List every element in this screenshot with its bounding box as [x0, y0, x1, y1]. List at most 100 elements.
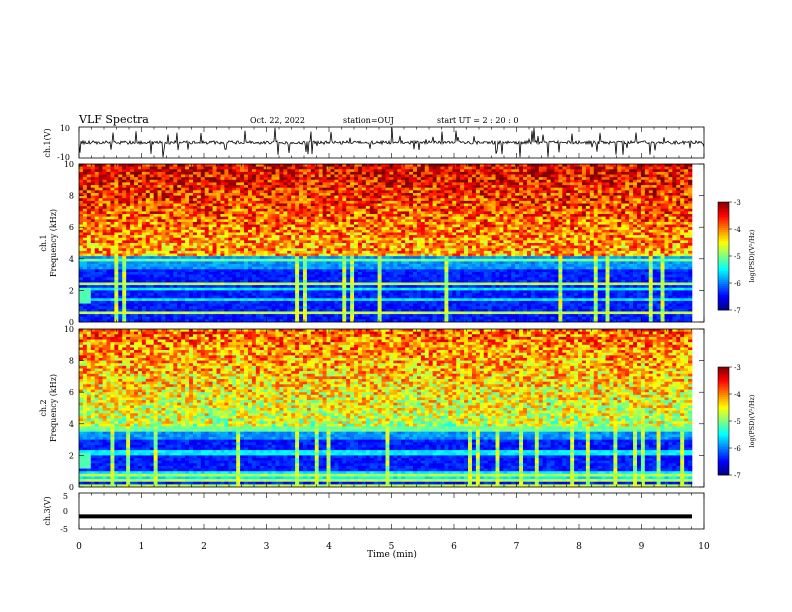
- colorbar-cell: [718, 386, 729, 389]
- colorbar-cell: [718, 429, 729, 433]
- colorbar-tick-label: -6: [734, 445, 741, 453]
- ytick-label: 10: [64, 325, 74, 334]
- colorbar-cell: [718, 453, 729, 456]
- ch3-frame: [78, 492, 705, 530]
- colorbar-cell: [718, 249, 729, 253]
- colorbar-cell: [718, 462, 729, 465]
- colorbar-cell: [718, 214, 729, 218]
- colorbar-cell: [718, 297, 729, 300]
- colorbar-tick-label: -4: [734, 391, 741, 399]
- colorbar-tick-label: -5: [734, 253, 741, 261]
- ch1-panel: 10 -10 ch.1(V): [43, 124, 705, 162]
- colorbar-cell: [718, 451, 729, 454]
- colorbar-cell: [718, 260, 729, 263]
- colorbar-cell: [718, 268, 729, 272]
- ch1-spectrogram-ylabel-line1: ch.1: [39, 234, 48, 251]
- colorbar-cell: [718, 227, 729, 231]
- colorbar-cell: [718, 459, 729, 463]
- chart-title: VLF Spectra: [78, 113, 149, 126]
- colorbar-cell: [718, 395, 729, 398]
- ch1-ylabel: ch.1(V): [43, 128, 52, 157]
- colorbar-cell: [718, 247, 729, 250]
- colorbar-cell: [718, 279, 729, 283]
- colorbar-cell: [718, 217, 729, 220]
- colorbar-cell: [718, 442, 729, 446]
- colorbar-cell: [718, 418, 729, 422]
- colorbar-cell: [718, 292, 729, 296]
- ch3-ytick-top: 5: [63, 492, 68, 501]
- colorbar-cell: [718, 425, 729, 428]
- colorbar-cell: [718, 468, 729, 472]
- colorbar-tick-label: -3: [734, 199, 741, 207]
- ch2-spectrogram-image: [79, 329, 693, 488]
- ytick-label: 0: [69, 318, 74, 327]
- xtick-label: 2: [201, 542, 207, 552]
- colorbar-cell: [718, 262, 729, 266]
- colorbar-cell: [718, 470, 729, 474]
- colorbar-cell: [718, 408, 729, 411]
- colorbar-cell: [718, 403, 729, 407]
- colorbar-tick-label: -7: [734, 307, 741, 315]
- colorbar-cell: [718, 208, 729, 212]
- ytick-label: 2: [69, 286, 74, 295]
- ytick-label: 10: [64, 160, 74, 169]
- colorbar-cell: [718, 277, 729, 281]
- colorbar-cell: [718, 234, 729, 237]
- colorbar-cell: [718, 444, 729, 448]
- colorbar-cell: [718, 305, 729, 309]
- xtick-label: 9: [639, 542, 645, 552]
- colorbar-cell: [718, 472, 729, 476]
- colorbar-cell: [718, 397, 729, 400]
- colorbar-cell: [718, 436, 729, 439]
- xtick-label: 1: [139, 542, 145, 552]
- colorbar-cell: [718, 245, 729, 248]
- x-axis-label: Time (min): [367, 549, 417, 560]
- colorbar-cell: [718, 299, 729, 302]
- ytick-label: 6: [69, 388, 74, 397]
- colorbar-cell: [718, 212, 729, 216]
- colorbar-cell: [718, 371, 729, 374]
- colorbar-cell: [718, 384, 729, 387]
- colorbar-cell: [718, 307, 729, 311]
- colorbar-cell: [718, 258, 729, 261]
- ytick-label: 8: [69, 192, 74, 201]
- colorbar-cell: [718, 410, 729, 413]
- colorbar-cell: [718, 427, 729, 431]
- colorbar-cell: [718, 412, 729, 415]
- colorbar-cell: [718, 455, 729, 459]
- colorbar-cell: [718, 401, 729, 405]
- xtick-label: 7: [514, 542, 520, 552]
- ytick-label: 4: [69, 420, 74, 429]
- xtick-label: 6: [451, 542, 457, 552]
- colorbar-cell: [718, 294, 729, 298]
- colorbar-cell: [718, 388, 729, 392]
- colorbar-cell: [718, 243, 729, 246]
- colorbar-cell: [718, 210, 729, 214]
- ch1-spectrogram-panel: 0 2 4 6 8 10 ch.1 Frequency (kHz): [39, 160, 705, 327]
- colorbar-cell: [718, 423, 729, 426]
- colorbar-cell: [718, 390, 729, 394]
- colorbar-tick-label: -3: [734, 364, 741, 372]
- colorbar-cell: [718, 206, 729, 209]
- xtick-label: 5: [389, 542, 395, 552]
- colorbar-cell: [718, 219, 729, 222]
- colorbar-cell: [718, 379, 729, 383]
- ch1-trace: [78, 127, 705, 158]
- ch3-panel: 5 0 -5 ch.3(V): [43, 492, 705, 534]
- colorbar-label: log(PSD)(V²/Hz): [748, 229, 756, 282]
- ytick-label: 8: [69, 357, 74, 366]
- colorbar-cell: [718, 236, 729, 240]
- x-tick-labels: 0 1 2 3 4 5 6 7 8 9 10: [76, 542, 710, 552]
- colorbar-tick-label: -7: [734, 472, 741, 480]
- colorbar-cell: [718, 375, 729, 379]
- colorbar-cell: [718, 433, 729, 437]
- colorbar-cell: [718, 238, 729, 242]
- colorbar-cell: [718, 466, 729, 469]
- colorbar-label: log(PSD)(V²/Hz): [748, 394, 756, 447]
- ch1-colorbar: -3 -4 -5 -6 -7 log(PSD)(V²/Hz): [717, 199, 756, 315]
- colorbar-cell: [718, 251, 729, 255]
- colorbar-tick-label: -5: [734, 418, 741, 426]
- ch3-ytick-bottom: -5: [60, 525, 68, 534]
- colorbar-cell: [718, 449, 729, 452]
- colorbar-cell: [718, 457, 729, 461]
